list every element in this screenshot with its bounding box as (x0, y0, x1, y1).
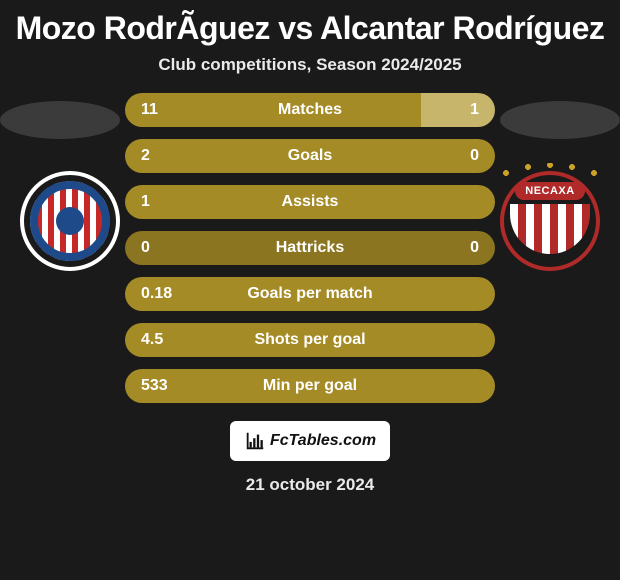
stat-label: Assists (125, 193, 495, 211)
page-title: Mozo RodrÃ­guez vs Alcantar Rodríguez (0, 0, 620, 47)
stat-label: Shots per goal (125, 331, 495, 349)
page-subtitle: Club competitions, Season 2024/2025 (0, 55, 620, 75)
footer-date: 21 october 2024 (0, 475, 620, 495)
chart-icon (244, 430, 266, 452)
team-right-logo: NECAXA (500, 171, 600, 271)
stat-row: 533Min per goal (125, 369, 495, 403)
stat-row: 4.5Shots per goal (125, 323, 495, 357)
comparison-area: NECAXA 111Matches 20Goals 1Assists 00Hattri… (0, 93, 620, 403)
site-brand-text: FcTables.com (270, 432, 376, 450)
stat-row: 20Goals (125, 139, 495, 173)
necaxa-badge-text: NECAXA (515, 182, 584, 200)
guadalajara-crest-icon (30, 181, 110, 261)
team-left-logo (20, 171, 120, 271)
player-left-placeholder (0, 101, 120, 139)
stat-row: 1Assists (125, 185, 495, 219)
stat-row: 111Matches (125, 93, 495, 127)
stat-row: 0.18Goals per match (125, 277, 495, 311)
stat-label: Hattricks (125, 239, 495, 257)
necaxa-stripes-icon (510, 204, 590, 254)
stat-label: Matches (125, 101, 495, 119)
stat-label: Min per goal (125, 377, 495, 395)
stat-row: 00Hattricks (125, 231, 495, 265)
site-brand[interactable]: FcTables.com (230, 421, 390, 461)
stat-label: Goals per match (125, 285, 495, 303)
player-right-placeholder (500, 101, 620, 139)
comparison-bars: 111Matches 20Goals 1Assists 00Hattricks 0.18… (125, 93, 495, 403)
stat-label: Goals (125, 147, 495, 165)
